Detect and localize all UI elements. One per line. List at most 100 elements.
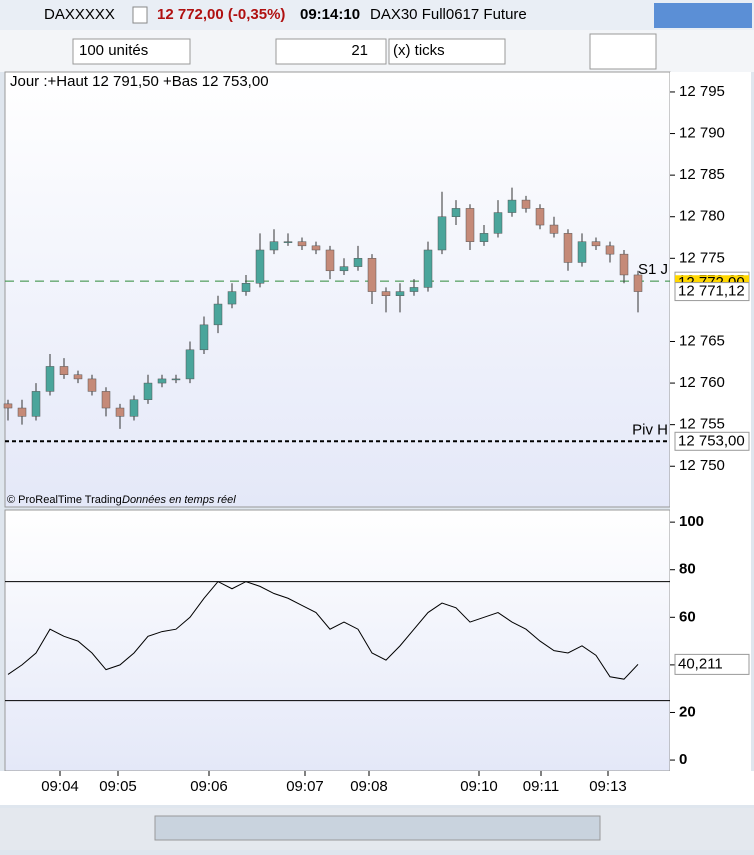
candle-body — [143, 382, 153, 400]
candle-body — [297, 241, 307, 247]
y-tick-label: 12 760 — [679, 374, 725, 391]
candle-body — [395, 291, 405, 296]
y-tick-label: 60 — [679, 608, 696, 625]
candle-body — [339, 266, 349, 272]
indicator-button[interactable] — [589, 33, 657, 70]
candle-body — [437, 216, 447, 251]
candle-body — [479, 233, 489, 242]
candle-body — [507, 199, 517, 213]
last-label: 40,211 — [678, 655, 723, 672]
candle-body — [423, 249, 433, 288]
y-tick-label: 12 790 — [679, 125, 725, 142]
candle-body — [199, 324, 209, 351]
y-tick-label: 12 750 — [679, 457, 725, 474]
candle-body — [241, 283, 251, 292]
candle-body — [101, 391, 111, 409]
candle-body — [283, 241, 293, 243]
header: Jour :+Haut 12 791,50 +Bas 12 753,00 — [10, 73, 269, 90]
candle-body — [17, 407, 27, 417]
time-label: 09:06 — [190, 778, 228, 795]
candle-body — [213, 303, 223, 326]
clock: 09:14:10 — [300, 6, 360, 23]
note: Données en temps réel — [122, 494, 236, 506]
y-tick-label: 12 755 — [679, 416, 725, 433]
brand: © ProRealTime Trading — [7, 494, 122, 506]
y-tick-label: 100 — [679, 513, 704, 530]
candle-body — [465, 208, 475, 242]
candle-body — [521, 199, 531, 209]
instrument[interactable]: DAXXXXX — [44, 6, 115, 23]
info-icon[interactable] — [132, 6, 148, 24]
candle-body — [31, 391, 41, 417]
y-tick-label: 12 775 — [679, 249, 725, 266]
marker-tag — [674, 282, 750, 302]
candle-body — [367, 258, 377, 292]
time-label: 09:08 — [350, 778, 388, 795]
candle-body — [493, 212, 503, 234]
candle-body — [3, 403, 13, 409]
candle-body — [549, 224, 559, 234]
time-label: 09:13 — [589, 778, 627, 795]
candle-body — [227, 291, 237, 305]
marker-label: 12 771,12 — [678, 283, 745, 300]
level-tag — [674, 431, 750, 451]
y-tick-label: 20 — [679, 703, 696, 720]
y-tick-label: 12 780 — [679, 208, 725, 225]
last-tag — [674, 653, 750, 675]
candle-body — [311, 245, 321, 251]
time-label: 09:07 — [286, 778, 324, 795]
ticks-select[interactable] — [388, 38, 506, 65]
candle-body — [409, 287, 419, 292]
y-tick-label: 0 — [679, 751, 687, 768]
units-select[interactable] — [72, 38, 191, 65]
window-buttons[interactable] — [654, 3, 752, 28]
candle-body — [325, 249, 335, 272]
level-name: S1 J — [638, 261, 668, 278]
time-label: 09:05 — [99, 778, 137, 795]
instrument-name: DAX30 Full0617 Future — [370, 6, 527, 23]
candle-body — [255, 249, 265, 284]
candle-body — [129, 399, 139, 417]
plot: 12 795 12 790 12 785 12 780 12 775 12 765 12 7… — [3, 83, 750, 795]
time-label: 09:10 — [460, 778, 498, 795]
candle-body — [59, 366, 69, 376]
level-label: 12 753,00 — [678, 432, 745, 449]
ticks-count: 21 — [351, 42, 368, 59]
candle-body — [115, 407, 125, 417]
time-label: 09:11 — [523, 778, 559, 795]
level-name: Piv H — [632, 421, 668, 438]
oscillator-line — [7, 580, 639, 680]
candle-body — [157, 378, 167, 384]
ticks-unit: (x) ticks — [393, 42, 445, 59]
title-bar — [0, 0, 754, 30]
candle-body — [185, 349, 195, 380]
candle-body — [353, 258, 363, 267]
y-tick-label: 12 785 — [679, 166, 725, 183]
candle-body — [633, 274, 643, 292]
candle-body — [269, 241, 279, 251]
candle-body — [451, 208, 461, 217]
candle-body — [381, 291, 391, 296]
candle-body — [563, 233, 573, 263]
candle-body — [619, 253, 629, 276]
candle-body — [87, 378, 97, 392]
y-tick-label: 12 795 — [679, 83, 725, 100]
scrollbar[interactable] — [154, 815, 601, 841]
units: 100 unités — [79, 42, 148, 59]
time-label: 09:04 — [41, 778, 79, 795]
oscillator-panel — [4, 509, 671, 772]
price: 12 772,00 (-0,35%) — [157, 6, 285, 23]
ticks-input[interactable] — [275, 38, 387, 65]
candle-body — [45, 366, 55, 392]
candle-body — [591, 241, 601, 247]
y-tick-label: 80 — [679, 561, 696, 578]
candle-body — [73, 374, 83, 380]
candle-body — [171, 378, 181, 381]
time-axis — [0, 771, 754, 805]
candle-body — [577, 241, 587, 263]
candle-body — [535, 208, 545, 226]
price-panel — [4, 71, 671, 508]
candle-body — [605, 245, 615, 255]
